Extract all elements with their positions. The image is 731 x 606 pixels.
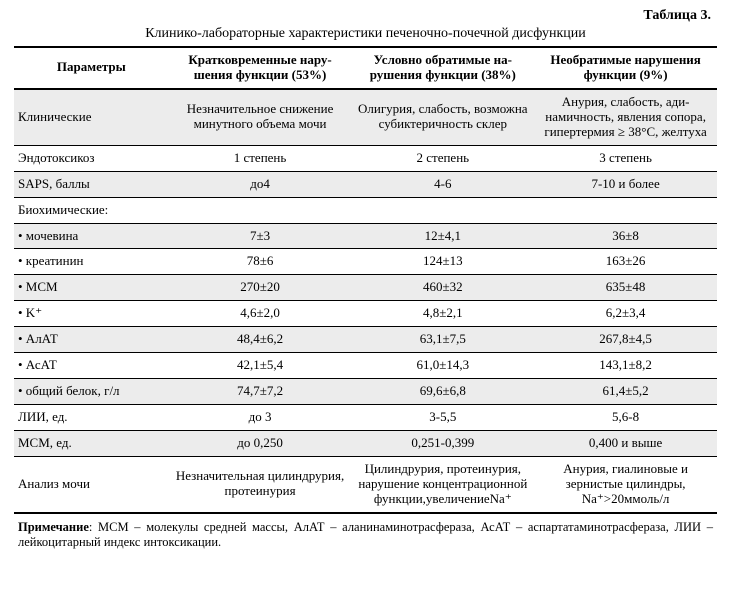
table-row: • мочевина7±312±4,136±8 bbox=[14, 223, 717, 249]
value-cell: 7-10 и более bbox=[534, 171, 717, 197]
table-row: Эндотоксикоз1 степень2 степень3 степень bbox=[14, 145, 717, 171]
value-cell: 6,2±3,4 bbox=[534, 301, 717, 327]
value-cell bbox=[534, 197, 717, 223]
value-cell: 4-6 bbox=[351, 171, 534, 197]
param-cell: Анализ мочи bbox=[14, 456, 169, 512]
table-row: Анализ мочиНезначительная цилин­друрия, … bbox=[14, 456, 717, 512]
table-footnote: Примечание: МСМ – молекулы средней массы… bbox=[18, 520, 713, 550]
param-cell: • МСМ bbox=[14, 275, 169, 301]
param-cell: Клинические bbox=[14, 89, 169, 145]
value-cell: Цилиндрурия, протеи­нурия, нарушение кон… bbox=[351, 456, 534, 512]
value-cell: до 3 bbox=[169, 405, 352, 431]
value-cell: 7±3 bbox=[169, 223, 352, 249]
th-3: Необратимые наруше­ния функции (9%) bbox=[534, 47, 717, 89]
value-cell: 267,8±4,5 bbox=[534, 327, 717, 353]
value-cell: 61,0±14,3 bbox=[351, 353, 534, 379]
table-row: • АсАТ42,1±5,461,0±14,3143,1±8,2 bbox=[14, 353, 717, 379]
value-cell: 61,4±5,2 bbox=[534, 379, 717, 405]
table-row: • МСМ270±20460±32635±48 bbox=[14, 275, 717, 301]
th-0: Параметры bbox=[14, 47, 169, 89]
value-cell: Незначительная цилин­друрия, протеинурия bbox=[169, 456, 352, 512]
value-cell: 0,400 и выше bbox=[534, 431, 717, 457]
param-cell: • АлАТ bbox=[14, 327, 169, 353]
param-cell: • общий белок, г/л bbox=[14, 379, 169, 405]
table-row: ЛИИ, ед.до 33-5,55,6-8 bbox=[14, 405, 717, 431]
value-cell bbox=[351, 197, 534, 223]
table-row: МСМ, ед.до 0,2500,251-0,3990,400 и выше bbox=[14, 431, 717, 457]
param-cell: • АсАТ bbox=[14, 353, 169, 379]
value-cell: 3 степень bbox=[534, 145, 717, 171]
param-cell: Биохимические: bbox=[14, 197, 169, 223]
value-cell: 143,1±8,2 bbox=[534, 353, 717, 379]
value-cell: 5,6-8 bbox=[534, 405, 717, 431]
table-row: • K⁺4,6±2,04,8±2,16,2±3,4 bbox=[14, 301, 717, 327]
value-cell bbox=[169, 197, 352, 223]
value-cell: 48,4±6,2 bbox=[169, 327, 352, 353]
value-cell: 124±13 bbox=[351, 249, 534, 275]
table-row: SAPS, баллыдо44-67-10 и более bbox=[14, 171, 717, 197]
param-cell: МСМ, ед. bbox=[14, 431, 169, 457]
value-cell: Олигурия, слабость, возможна субикте­рич… bbox=[351, 89, 534, 145]
value-cell: 12±4,1 bbox=[351, 223, 534, 249]
table-row: • креатинин78±6124±13163±26 bbox=[14, 249, 717, 275]
note-label: Примечание bbox=[18, 520, 89, 534]
value-cell: 78±6 bbox=[169, 249, 352, 275]
param-cell: • креатинин bbox=[14, 249, 169, 275]
table-number-label: Таблица 3. bbox=[14, 8, 711, 24]
table-row: Биохимические: bbox=[14, 197, 717, 223]
value-cell: 635±48 bbox=[534, 275, 717, 301]
param-cell: ЛИИ, ед. bbox=[14, 405, 169, 431]
value-cell: Анурия, гиалиновые и зернистые цилин­дры… bbox=[534, 456, 717, 512]
table-row: КлиническиеНезначительное снижение минут… bbox=[14, 89, 717, 145]
value-cell: 460±32 bbox=[351, 275, 534, 301]
value-cell: 3-5,5 bbox=[351, 405, 534, 431]
th-2: Условно обратимые на­рушения функции (38… bbox=[351, 47, 534, 89]
value-cell: 36±8 bbox=[534, 223, 717, 249]
value-cell: до4 bbox=[169, 171, 352, 197]
value-cell: 69,6±6,8 bbox=[351, 379, 534, 405]
param-cell: SAPS, баллы bbox=[14, 171, 169, 197]
value-cell: 63,1±7,5 bbox=[351, 327, 534, 353]
data-table: Параметры Кратковременные нару­шения фун… bbox=[14, 46, 717, 514]
value-cell: 42,1±5,4 bbox=[169, 353, 352, 379]
value-cell: 74,7±7,2 bbox=[169, 379, 352, 405]
param-cell: • K⁺ bbox=[14, 301, 169, 327]
param-cell: • мочевина bbox=[14, 223, 169, 249]
param-cell: Эндотоксикоз bbox=[14, 145, 169, 171]
th-1: Кратковременные нару­шения функции (53%) bbox=[169, 47, 352, 89]
table-header-row: Параметры Кратковременные нару­шения фун… bbox=[14, 47, 717, 89]
value-cell: 270±20 bbox=[169, 275, 352, 301]
table-row: • АлАТ48,4±6,263,1±7,5267,8±4,5 bbox=[14, 327, 717, 353]
value-cell: 1 степень bbox=[169, 145, 352, 171]
value-cell: 4,6±2,0 bbox=[169, 301, 352, 327]
table-caption: Клинико-лабораторные характеристики пече… bbox=[14, 26, 717, 42]
value-cell: до 0,250 bbox=[169, 431, 352, 457]
value-cell: Анурия, слабость, ади­намичность, явле­н… bbox=[534, 89, 717, 145]
value-cell: 4,8±2,1 bbox=[351, 301, 534, 327]
value-cell: 0,251-0,399 bbox=[351, 431, 534, 457]
value-cell: 163±26 bbox=[534, 249, 717, 275]
table-body: КлиническиеНезначительное снижение минут… bbox=[14, 89, 717, 513]
note-text: : МСМ – молекулы средней массы, АлАТ – а… bbox=[18, 520, 713, 549]
value-cell: 2 степень bbox=[351, 145, 534, 171]
table-row: • общий белок, г/л74,7±7,269,6±6,861,4±5… bbox=[14, 379, 717, 405]
value-cell: Незначительное снижение минутного объема… bbox=[169, 89, 352, 145]
